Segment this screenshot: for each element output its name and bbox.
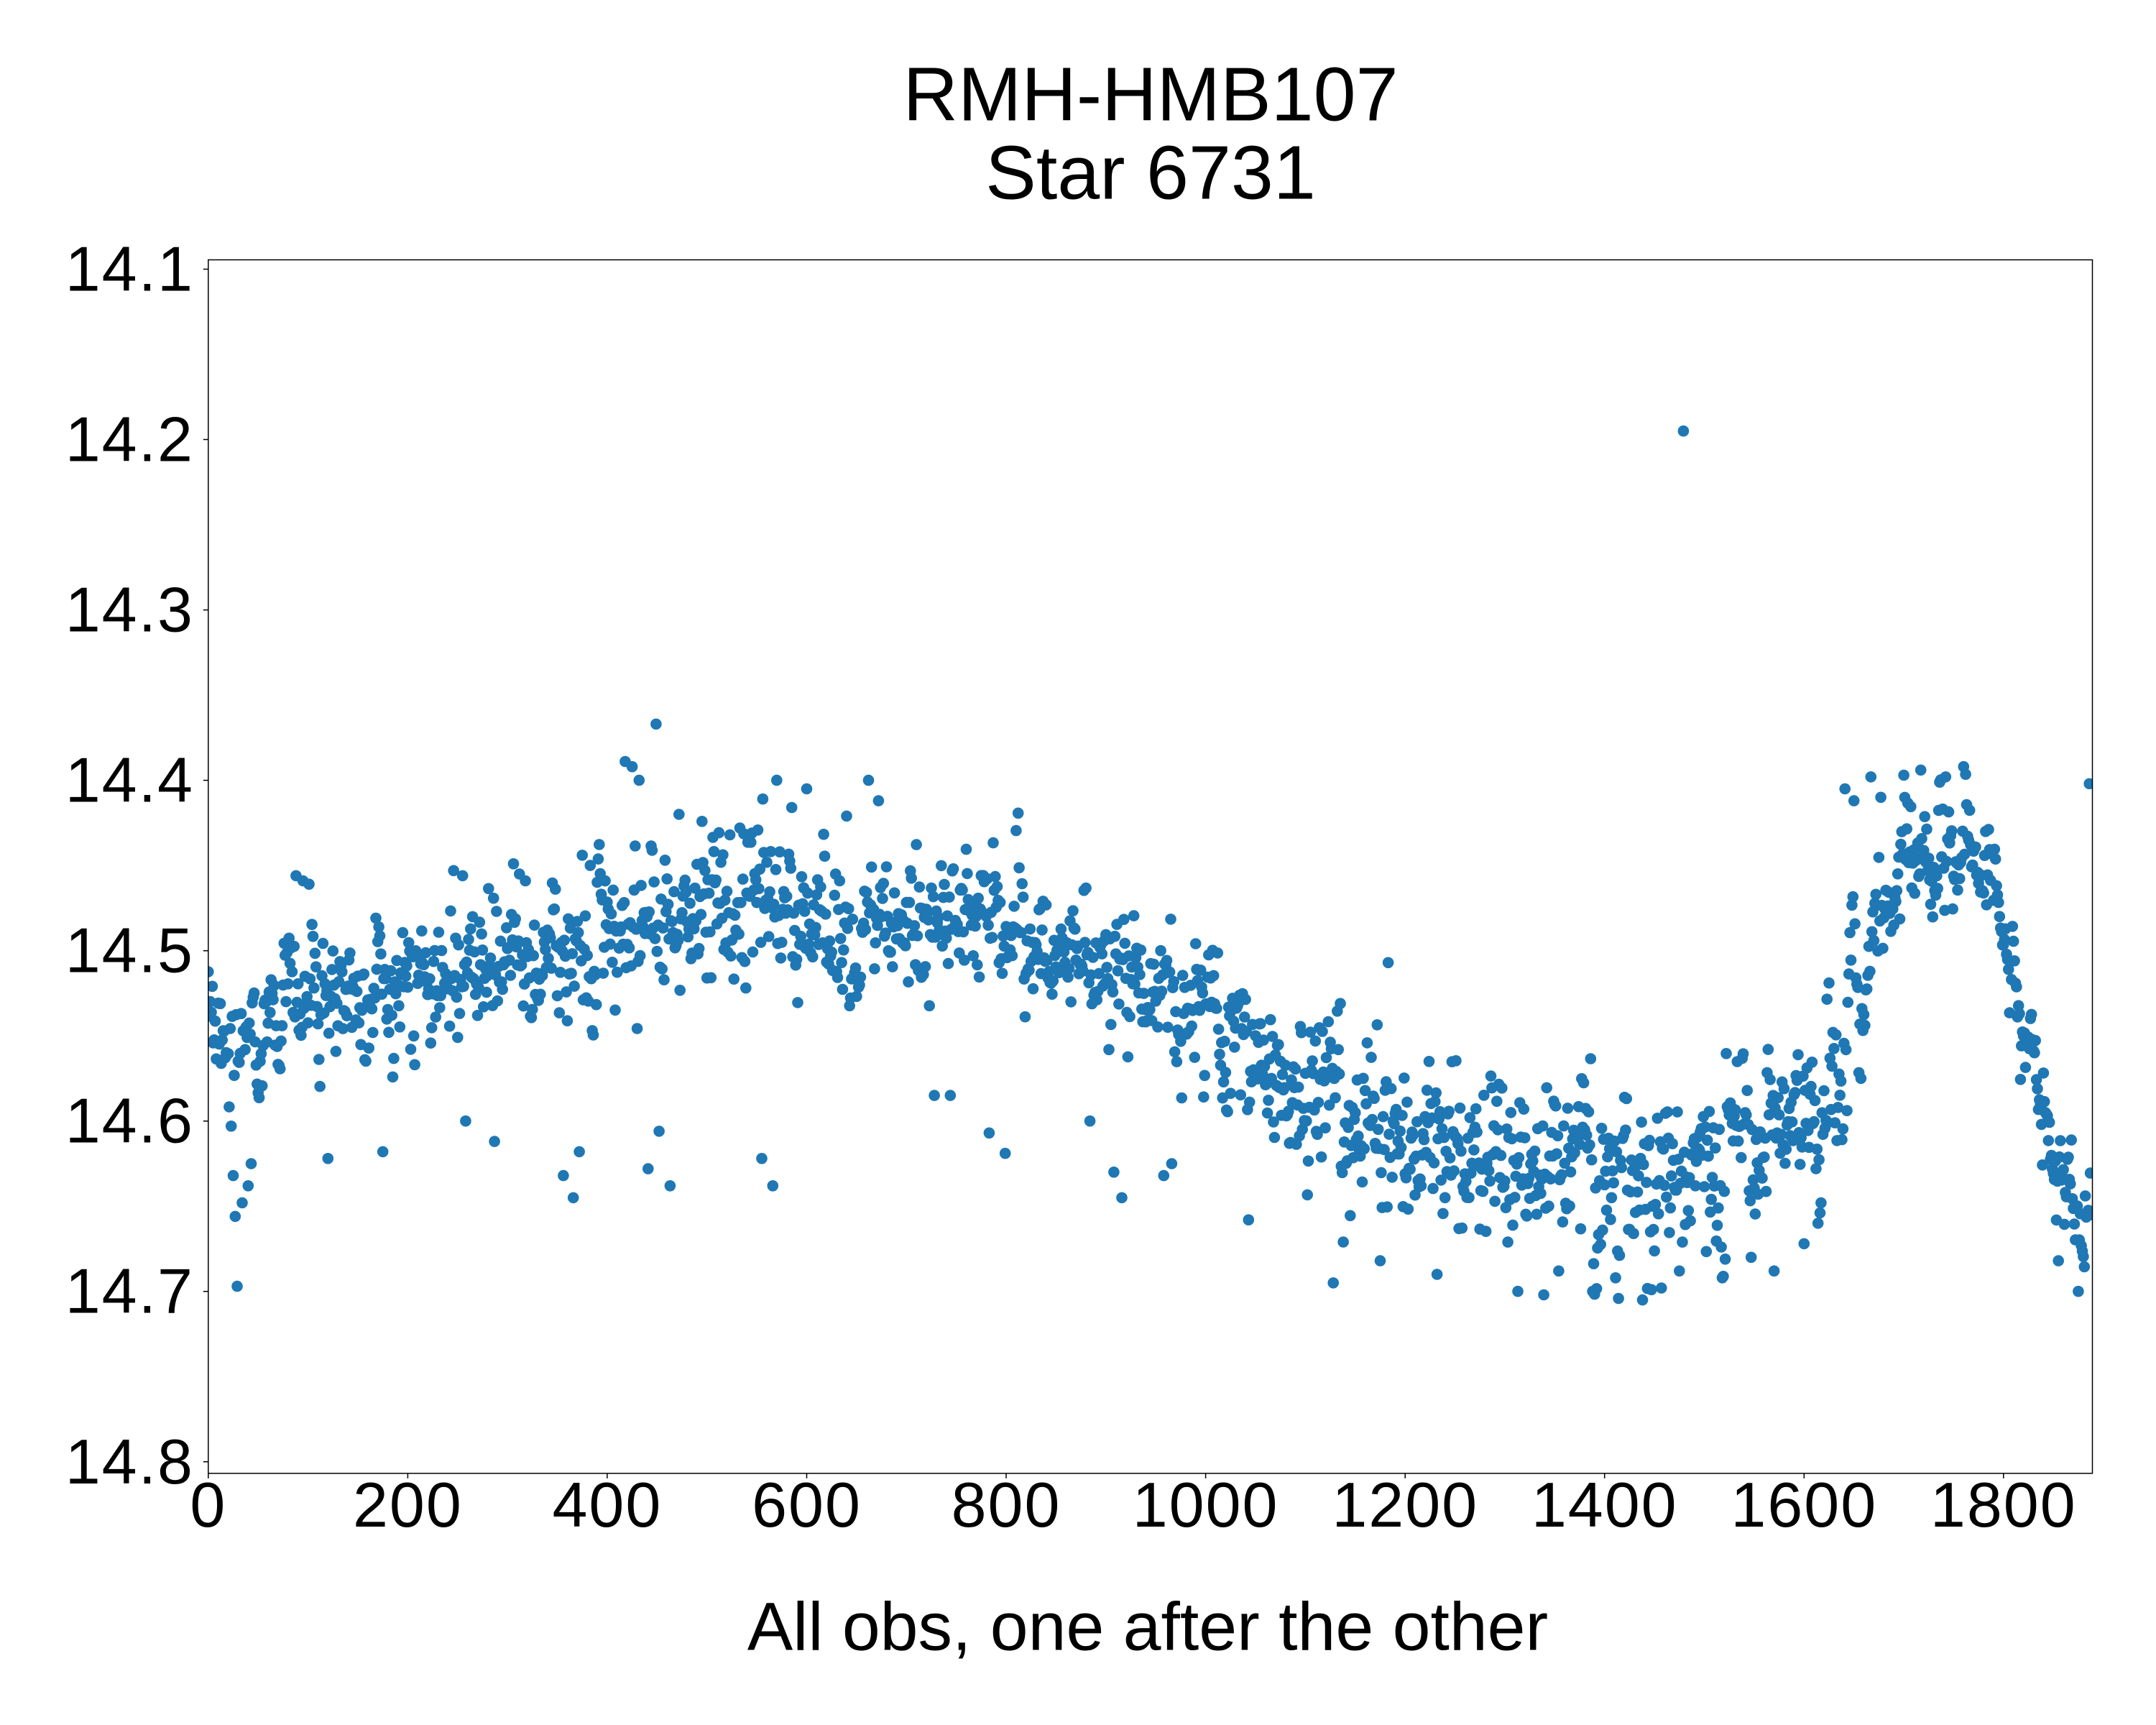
svg-text:14.5: 14.5 (65, 915, 194, 986)
svg-text:14.2: 14.2 (65, 404, 194, 475)
svg-text:600: 600 (752, 1469, 862, 1540)
svg-text:14.3: 14.3 (65, 574, 194, 645)
svg-text:400: 400 (552, 1469, 662, 1540)
svg-text:14.6: 14.6 (65, 1085, 194, 1156)
svg-text:All obs, one after the other: All obs, one after the other (747, 1589, 1548, 1665)
svg-text:1200: 1200 (1332, 1469, 1478, 1540)
svg-text:200: 200 (353, 1469, 463, 1540)
svg-text:1400: 1400 (1531, 1469, 1678, 1540)
svg-text:RMH-HMB107: RMH-HMB107 (903, 52, 1398, 137)
svg-text:Star 6731: Star 6731 (985, 131, 1316, 216)
svg-text:14.7: 14.7 (65, 1256, 194, 1327)
svg-text:14.8: 14.8 (65, 1426, 194, 1497)
svg-text:1800: 1800 (1930, 1469, 2077, 1540)
svg-text:14.4: 14.4 (65, 745, 194, 816)
svg-text:800: 800 (952, 1469, 1061, 1540)
svg-text:0: 0 (190, 1469, 226, 1540)
svg-text:14.1: 14.1 (65, 234, 194, 305)
svg-text:1600: 1600 (1731, 1469, 1877, 1540)
svg-text:1000: 1000 (1133, 1469, 1279, 1540)
